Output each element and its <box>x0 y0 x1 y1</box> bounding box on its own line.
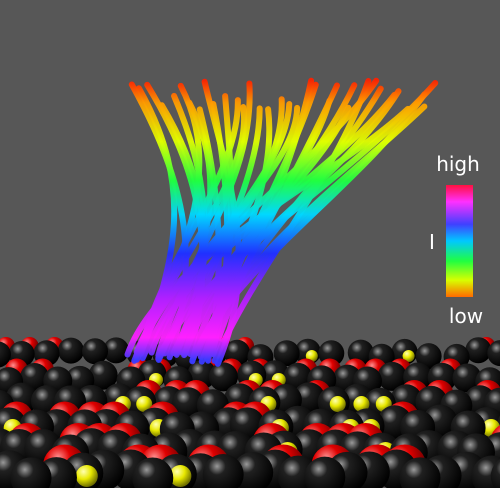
sphere <box>82 338 109 365</box>
sphere <box>353 396 370 412</box>
sphere <box>169 465 192 487</box>
sphere <box>487 340 500 367</box>
sphere <box>452 363 482 393</box>
tube <box>181 82 358 359</box>
sphere <box>132 457 174 488</box>
legend-high: high <box>436 152 480 176</box>
sphere <box>208 362 238 392</box>
tube <box>155 80 253 359</box>
sphere <box>304 456 346 488</box>
sphere <box>10 457 52 488</box>
sphere <box>57 337 84 364</box>
sphere <box>490 459 500 488</box>
sphere <box>103 337 130 364</box>
sphere <box>0 341 11 368</box>
sphere <box>377 361 407 391</box>
sphere <box>88 360 118 390</box>
surface <box>0 337 500 488</box>
sphere <box>136 396 153 412</box>
tube <box>124 105 411 358</box>
sphere <box>273 340 300 367</box>
legend-low: low <box>449 304 483 328</box>
sphere <box>465 337 492 364</box>
sphere <box>172 387 205 420</box>
legend-quantity: I <box>429 230 435 254</box>
sphere <box>415 343 442 370</box>
tube <box>189 103 428 364</box>
sphere <box>402 350 415 362</box>
tube <box>133 77 380 356</box>
sphere <box>75 465 98 487</box>
tubes <box>124 77 439 367</box>
color-bar <box>446 185 473 297</box>
sphere <box>329 396 346 412</box>
sphere <box>399 457 441 488</box>
sphere <box>202 454 244 488</box>
tube <box>155 80 439 362</box>
